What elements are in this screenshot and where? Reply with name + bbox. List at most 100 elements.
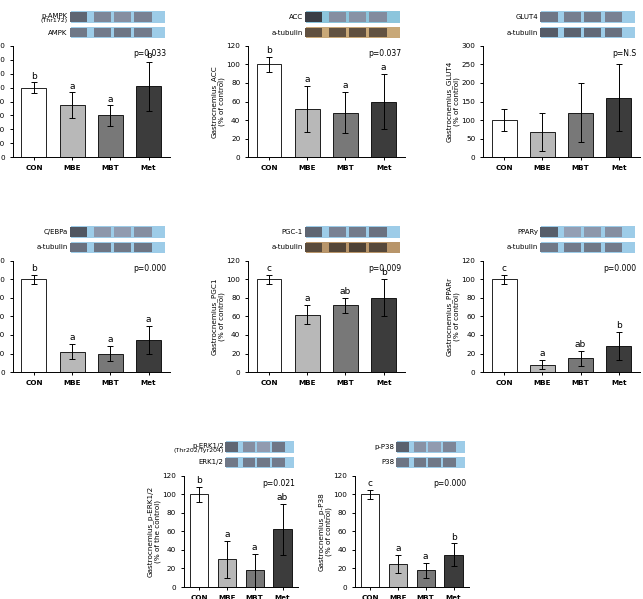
- Y-axis label: Gastrocnemius_PGC1
(% of control): Gastrocnemius_PGC1 (% of control): [211, 278, 225, 355]
- Bar: [329, 228, 346, 237]
- Text: p=0.021: p=0.021: [263, 479, 296, 488]
- Text: p-ERK1/2: p-ERK1/2: [192, 443, 224, 449]
- Y-axis label: Gastrocnemius_GLUT4
(% of control): Gastrocnemius_GLUT4 (% of control): [446, 61, 460, 142]
- Text: a-tubulin: a-tubulin: [507, 29, 538, 35]
- Bar: [397, 442, 409, 452]
- Bar: [564, 13, 581, 22]
- Bar: [568, 358, 593, 372]
- Bar: [530, 132, 555, 157]
- Text: b: b: [146, 51, 152, 60]
- Bar: [604, 243, 622, 252]
- Text: PGC-1: PGC-1: [282, 229, 303, 235]
- Bar: [349, 13, 367, 22]
- Bar: [306, 226, 400, 238]
- Bar: [305, 228, 322, 237]
- Bar: [361, 494, 379, 587]
- Bar: [94, 28, 111, 37]
- Text: a: a: [69, 82, 75, 91]
- Bar: [564, 228, 581, 237]
- Bar: [492, 120, 516, 157]
- Text: b: b: [381, 268, 386, 277]
- Bar: [584, 28, 601, 37]
- Text: b: b: [31, 72, 37, 81]
- Bar: [272, 442, 285, 452]
- Bar: [134, 243, 152, 252]
- Bar: [71, 226, 165, 238]
- Bar: [329, 28, 346, 37]
- Bar: [540, 228, 557, 237]
- Y-axis label: Gastrocnemius_PPARr
(% of control): Gastrocnemius_PPARr (% of control): [446, 277, 460, 356]
- Bar: [60, 352, 84, 372]
- Text: p-AMPK: p-AMPK: [42, 13, 68, 19]
- Bar: [541, 242, 635, 253]
- Bar: [329, 13, 346, 22]
- Text: p=0.009: p=0.009: [368, 264, 401, 273]
- Text: AMPK: AMPK: [48, 29, 68, 35]
- Bar: [98, 353, 123, 372]
- Bar: [134, 228, 152, 237]
- Bar: [417, 570, 435, 587]
- Text: ab: ab: [575, 340, 586, 349]
- Bar: [541, 11, 635, 23]
- Bar: [136, 86, 161, 157]
- Bar: [413, 458, 426, 467]
- Bar: [564, 28, 581, 37]
- Text: P38: P38: [381, 459, 395, 465]
- Text: a: a: [395, 544, 401, 553]
- Bar: [443, 458, 456, 467]
- Text: c: c: [266, 264, 271, 273]
- Bar: [94, 243, 111, 252]
- Bar: [604, 28, 622, 37]
- Bar: [305, 28, 322, 37]
- Text: a: a: [107, 95, 113, 104]
- Bar: [397, 458, 409, 467]
- Text: b: b: [266, 46, 272, 55]
- Bar: [606, 98, 631, 157]
- Bar: [371, 101, 396, 157]
- Bar: [114, 28, 131, 37]
- Bar: [584, 228, 601, 237]
- Text: a-tubulin: a-tubulin: [271, 244, 303, 250]
- Bar: [604, 13, 622, 22]
- Bar: [371, 298, 396, 372]
- Bar: [349, 28, 367, 37]
- Bar: [370, 228, 386, 237]
- Bar: [257, 442, 270, 452]
- Bar: [190, 494, 208, 587]
- Text: b: b: [196, 476, 202, 485]
- Text: GLUT4: GLUT4: [515, 14, 538, 20]
- Bar: [530, 365, 555, 372]
- Text: a: a: [69, 334, 75, 343]
- Bar: [329, 243, 346, 252]
- Bar: [397, 457, 466, 468]
- Bar: [71, 27, 165, 38]
- Bar: [370, 13, 386, 22]
- Bar: [257, 458, 270, 467]
- Text: c: c: [368, 479, 372, 488]
- Bar: [584, 13, 601, 22]
- Text: a-tubulin: a-tubulin: [37, 244, 68, 250]
- Text: PPARy: PPARy: [517, 229, 538, 235]
- Bar: [333, 113, 358, 157]
- Bar: [71, 242, 165, 253]
- Text: p=0.037: p=0.037: [368, 49, 401, 58]
- Bar: [134, 28, 152, 37]
- Text: ab: ab: [340, 287, 351, 296]
- Text: b: b: [616, 321, 622, 331]
- Bar: [389, 564, 407, 587]
- Bar: [136, 340, 161, 372]
- Text: p=0.033: p=0.033: [133, 49, 167, 58]
- Bar: [70, 243, 87, 252]
- Bar: [272, 458, 285, 467]
- Text: a: a: [304, 75, 310, 84]
- Bar: [428, 458, 441, 467]
- Bar: [114, 243, 131, 252]
- Bar: [257, 65, 282, 157]
- Bar: [273, 530, 291, 587]
- Bar: [21, 87, 46, 157]
- Text: a: a: [539, 349, 545, 358]
- Text: ab: ab: [277, 492, 288, 501]
- Y-axis label: Gastrocnemius_p-P38
(% of control): Gastrocnemius_p-P38 (% of control): [318, 492, 332, 571]
- Text: p=0.000: p=0.000: [604, 264, 637, 273]
- Bar: [70, 28, 87, 37]
